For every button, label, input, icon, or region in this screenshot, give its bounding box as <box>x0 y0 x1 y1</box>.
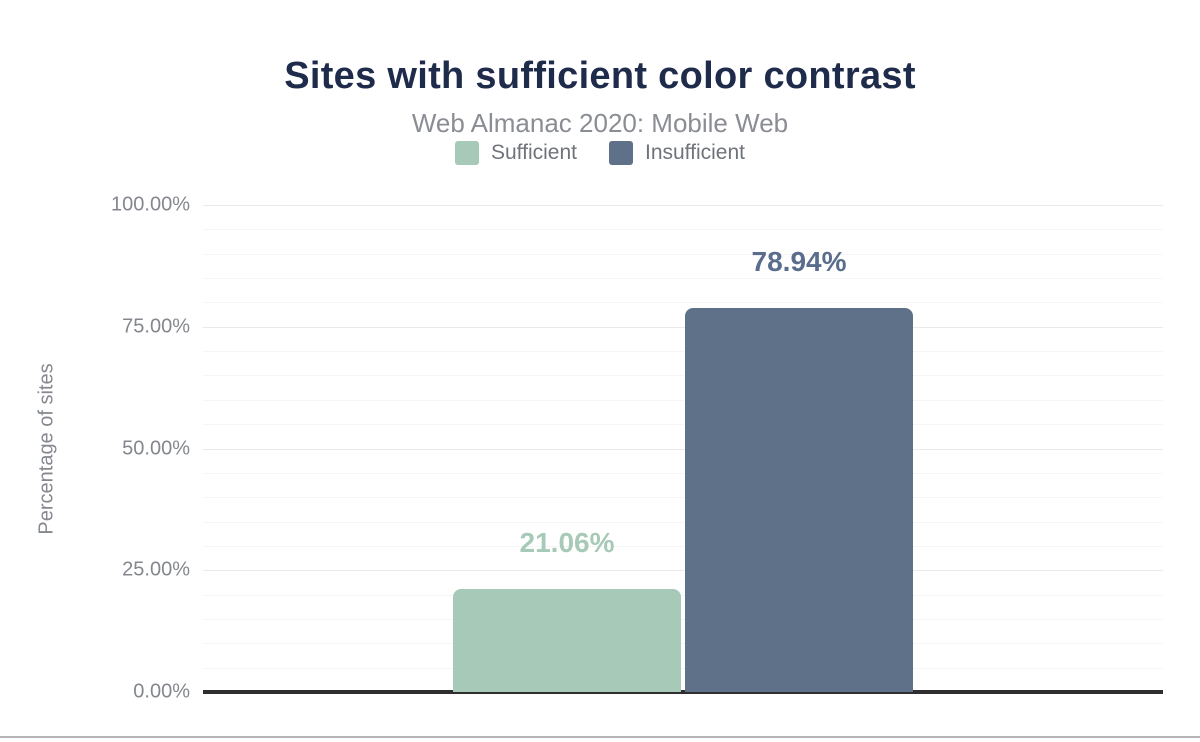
y-tick-label: 100.00% <box>111 193 190 216</box>
gridline-45 <box>203 472 1163 474</box>
gridline-85 <box>203 278 1163 280</box>
gridline-60 <box>203 399 1163 401</box>
y-tick-label: 0.00% <box>133 680 190 703</box>
gridline-50 <box>203 448 1163 450</box>
legend-item-insufficient: Insufficient <box>608 141 745 165</box>
plot-area: 21.06% 78.94% <box>203 205 1163 694</box>
gridline-40 <box>203 497 1163 499</box>
chart-subtitle: Web Almanac 2020: Mobile Web <box>411 107 789 138</box>
gridline-15 <box>203 618 1163 620</box>
gridline-20 <box>203 594 1163 596</box>
gridline-10 <box>203 643 1163 645</box>
gridline-90 <box>203 253 1163 255</box>
gridline-95 <box>203 229 1163 231</box>
gridline-70 <box>203 351 1163 353</box>
legend-swatch-insufficient-icon <box>608 141 633 165</box>
gridline-30 <box>203 545 1163 547</box>
bar-value-label-insufficient: 78.94% <box>751 245 847 277</box>
bar-insufficient <box>685 307 913 692</box>
x-axis-line <box>203 690 1163 694</box>
gridline-65 <box>203 375 1163 377</box>
gridline-5 <box>203 667 1163 669</box>
legend-swatch-sufficient-icon <box>454 141 479 165</box>
legend: Sufficient Insufficient <box>0 141 1200 165</box>
chart-title: Sites with sufficient color contrast <box>284 55 916 98</box>
gridline-25 <box>203 570 1163 572</box>
gridline-55 <box>203 424 1163 426</box>
legend-item-sufficient: Sufficient <box>454 141 577 165</box>
bar-value-label-sufficient: 21.06% <box>519 527 615 559</box>
bar-sufficient <box>453 589 681 692</box>
y-tick-label: 50.00% <box>122 437 190 459</box>
legend-label-sufficient: Sufficient <box>490 141 577 164</box>
y-tick-label: 75.00% <box>122 315 190 338</box>
y-tick-label: 25.00% <box>122 558 190 581</box>
gridline-35 <box>203 521 1163 523</box>
bottom-separator <box>0 736 1200 738</box>
gridline-100 <box>203 205 1163 206</box>
gridline-80 <box>203 302 1163 304</box>
gridline-75 <box>203 326 1163 328</box>
y-axis-title: Percentage of sites <box>35 363 58 535</box>
legend-label-insufficient: Insufficient <box>644 141 745 164</box>
